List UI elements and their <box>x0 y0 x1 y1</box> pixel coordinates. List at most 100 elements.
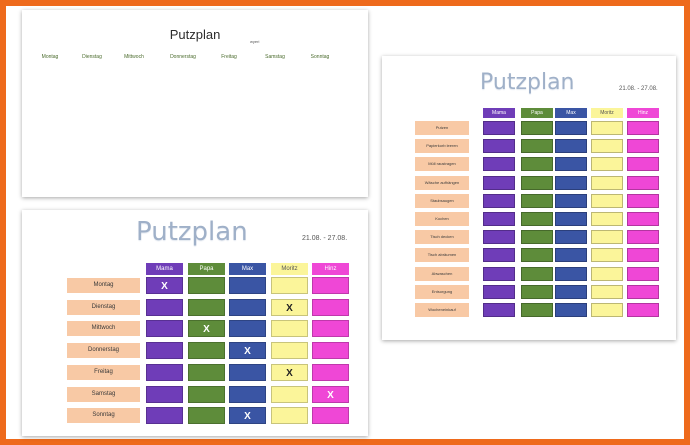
day-label: Mittwoch <box>67 321 140 337</box>
day-cell-max[interactable] <box>229 277 266 294</box>
preview-sheet-week[interactable]: Putzplan wyeri Montag Dienstag Mittwoch Don… <box>22 10 368 197</box>
task-cell-papa[interactable] <box>521 230 553 245</box>
day-cell-hinz[interactable] <box>312 277 349 294</box>
day-cell-max[interactable]: X <box>229 342 266 360</box>
task-cell-hinz[interactable] <box>627 212 659 226</box>
task-cell-papa[interactable] <box>521 212 553 226</box>
day-cell-max[interactable]: X <box>229 407 266 425</box>
task-cell-max[interactable] <box>555 248 587 263</box>
task-cell-mama[interactable] <box>483 230 515 245</box>
task-cell-max[interactable] <box>555 139 587 154</box>
small-note: wyeri <box>250 39 260 44</box>
weekday-label: Sonntag <box>310 54 330 60</box>
day-cell-moritz[interactable] <box>271 385 308 403</box>
task-cell-papa[interactable] <box>521 139 553 154</box>
task-cell-papa[interactable] <box>521 175 553 190</box>
task-cell-max[interactable] <box>555 121 587 135</box>
task-cell-mama[interactable] <box>483 212 515 226</box>
task-cell-hinz[interactable] <box>627 230 659 245</box>
day-cell-papa[interactable] <box>188 277 225 294</box>
task-cell-mama[interactable] <box>483 303 515 317</box>
task-cell-mama[interactable] <box>483 175 515 190</box>
day-cell-papa[interactable] <box>188 363 225 381</box>
day-cell-papa[interactable] <box>188 407 225 425</box>
task-cell-mama[interactable] <box>483 284 515 299</box>
day-cell-mama[interactable]: X <box>146 277 183 294</box>
task-cell-papa[interactable] <box>521 266 553 281</box>
task-cell-moritz[interactable] <box>591 266 623 281</box>
task-cell-hinz[interactable] <box>627 139 659 154</box>
task-cell-max[interactable] <box>555 230 587 245</box>
day-cell-mama[interactable] <box>146 407 183 425</box>
day-cell-moritz[interactable]: X <box>271 298 308 316</box>
preview-sheet-days[interactable]: Putzplan 21.08. - 27.08. Mama Papa Max Mori… <box>22 210 368 436</box>
task-cell-mama[interactable] <box>483 193 515 208</box>
page-title: Putzplan <box>136 217 248 247</box>
task-cell-max[interactable] <box>555 175 587 190</box>
task-cell-mama[interactable] <box>483 139 515 154</box>
day-cell-max[interactable] <box>229 320 266 338</box>
day-cell-moritz[interactable]: X <box>271 363 308 381</box>
task-cell-papa[interactable] <box>521 248 553 263</box>
day-cell-papa[interactable]: X <box>188 320 225 338</box>
day-cell-mama[interactable] <box>146 298 183 316</box>
task-cell-papa[interactable] <box>521 193 553 208</box>
day-cell-papa[interactable] <box>188 385 225 403</box>
task-cell-papa[interactable] <box>521 284 553 299</box>
task-cell-moritz[interactable] <box>591 193 623 208</box>
day-cell-hinz[interactable] <box>312 298 349 316</box>
task-cell-mama[interactable] <box>483 157 515 172</box>
day-cell-max[interactable] <box>229 385 266 403</box>
day-cell-mama[interactable] <box>146 385 183 403</box>
day-cell-moritz[interactable] <box>271 320 308 338</box>
day-cell-hinz[interactable] <box>312 320 349 338</box>
task-cell-mama[interactable] <box>483 248 515 263</box>
task-cell-papa[interactable] <box>521 303 553 317</box>
task-cell-hinz[interactable] <box>627 303 659 317</box>
day-cell-moritz[interactable] <box>271 407 308 425</box>
day-cell-papa[interactable] <box>188 342 225 360</box>
day-cell-hinz[interactable]: X <box>312 385 349 403</box>
preview-sheet-tasks[interactable]: Putzplan 21.08. - 27.08. Mama Papa Max Mori… <box>382 56 676 340</box>
task-cell-mama[interactable] <box>483 266 515 281</box>
task-cell-max[interactable] <box>555 284 587 299</box>
task-cell-hinz[interactable] <box>627 157 659 172</box>
task-cell-hinz[interactable] <box>627 121 659 135</box>
task-cell-hinz[interactable] <box>627 193 659 208</box>
task-cell-max[interactable] <box>555 157 587 172</box>
task-cell-max[interactable] <box>555 303 587 317</box>
task-cell-hinz[interactable] <box>627 266 659 281</box>
task-cell-moritz[interactable] <box>591 248 623 263</box>
task-cell-mama[interactable] <box>483 121 515 135</box>
day-cell-papa[interactable] <box>188 298 225 316</box>
task-cell-hinz[interactable] <box>627 175 659 190</box>
task-cell-max[interactable] <box>555 193 587 208</box>
task-cell-moritz[interactable] <box>591 175 623 190</box>
task-cell-hinz[interactable] <box>627 248 659 263</box>
day-cell-max[interactable] <box>229 363 266 381</box>
task-cell-moritz[interactable] <box>591 230 623 245</box>
task-label: Wäsche aufhängen <box>415 175 469 190</box>
task-cell-moritz[interactable] <box>591 284 623 299</box>
day-cell-max[interactable] <box>229 298 266 316</box>
task-cell-max[interactable] <box>555 266 587 281</box>
day-cell-hinz[interactable] <box>312 363 349 381</box>
day-cell-mama[interactable] <box>146 342 183 360</box>
day-cell-moritz[interactable] <box>271 277 308 294</box>
task-cell-moritz[interactable] <box>591 212 623 226</box>
day-cell-mama[interactable] <box>146 320 183 338</box>
day-cell-hinz[interactable] <box>312 407 349 425</box>
task-label: Abwaschen <box>415 266 469 281</box>
task-cell-moritz[interactable] <box>591 121 623 135</box>
task-cell-papa[interactable] <box>521 157 553 172</box>
task-cell-max[interactable] <box>555 212 587 226</box>
task-cell-moritz[interactable] <box>591 303 623 317</box>
task-cell-papa[interactable] <box>521 121 553 135</box>
task-cell-hinz[interactable] <box>627 284 659 299</box>
day-cell-moritz[interactable] <box>271 342 308 360</box>
day-cell-mama[interactable] <box>146 363 183 381</box>
task-label: Entsorgung <box>415 284 469 299</box>
task-cell-moritz[interactable] <box>591 157 623 172</box>
day-cell-hinz[interactable] <box>312 342 349 360</box>
task-cell-moritz[interactable] <box>591 139 623 154</box>
